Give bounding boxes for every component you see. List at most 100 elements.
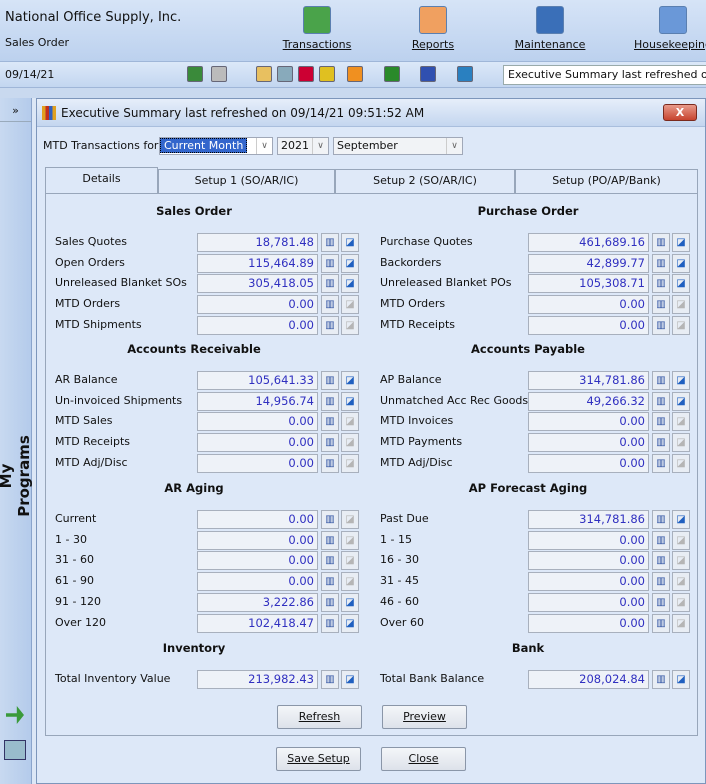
chart-icon[interactable]: ▥ [652,572,670,592]
chart-icon[interactable]: ▥ [321,371,339,390]
row-label: Open Orders [55,255,125,269]
chart-icon[interactable]: ▥ [652,670,670,689]
chart-icon[interactable]: ▥ [652,315,670,335]
chart-icon[interactable]: ▥ [321,412,339,432]
sidebar-title[interactable]: My Programs [0,435,33,517]
chart-icon[interactable]: ▥ [321,315,339,335]
chart-icon[interactable] [298,66,314,82]
close-button[interactable]: Close [381,747,466,771]
arrow-icon[interactable] [6,706,24,724]
drilldown-icon[interactable]: ◪ [672,233,690,252]
folder-icon[interactable] [256,66,272,82]
chart-icon[interactable]: ▥ [652,391,670,411]
sidebar-expand-button[interactable]: » [0,100,31,122]
drilldown-icon: ◪ [341,412,359,432]
row-label: MTD Receipts [55,435,130,449]
menu-transactions[interactable]: Transactions [272,6,362,51]
drilldown-icon[interactable]: ◪ [672,510,690,529]
close-icon[interactable]: X [663,104,697,121]
reports-icon [419,6,447,34]
chart-icon[interactable]: ▥ [652,510,670,529]
menu-maintenance[interactable]: Maintenance [505,6,595,51]
chart-icon[interactable]: ▥ [652,253,670,273]
calculator-icon[interactable] [277,66,293,82]
chevron-down-icon[interactable]: ∨ [256,138,272,154]
chart-icon[interactable]: ▥ [321,233,339,252]
dialog-title-bar: Executive Summary last refreshed on 09/1… [37,99,705,127]
chevron-down-icon[interactable]: ∨ [312,138,328,154]
chart-icon[interactable]: ▥ [321,572,339,592]
chart-icon[interactable]: ▥ [652,412,670,432]
chart-icon[interactable]: ▥ [652,233,670,252]
preview-button[interactable]: Preview [382,705,467,729]
globe-icon[interactable] [457,66,473,82]
chart-icon[interactable]: ▥ [652,592,670,612]
chart-icon[interactable]: ▥ [321,551,339,571]
tab-setup-1[interactable]: Setup 1 (SO/AR/IC) [158,169,335,193]
save-setup-button[interactable]: Save Setup [276,747,361,771]
drilldown-icon[interactable]: ◪ [672,371,690,390]
period-select[interactable]: Current Month ∨ [159,137,273,155]
drilldown-icon[interactable]: ◪ [341,233,359,252]
tab-details[interactable]: Details [45,167,158,193]
chart-icon[interactable]: ▥ [321,253,339,273]
menu-housekeeping[interactable]: Housekeeping [628,6,706,51]
chart-icon[interactable]: ▥ [652,530,670,550]
chart-icon[interactable]: ▥ [652,295,670,315]
chart-icon[interactable]: ▥ [321,274,339,294]
drilldown-icon[interactable]: ◪ [341,253,359,273]
chart-icon[interactable]: ▥ [321,670,339,689]
drilldown-icon[interactable]: ◪ [341,592,359,612]
month-select[interactable]: September ∨ [333,137,463,155]
row-label: MTD Adj/Disc [380,455,453,469]
drilldown-icon[interactable]: ◪ [341,670,359,689]
row-label: Backorders [380,255,442,269]
tab-setup-2[interactable]: Setup 2 (SO/AR/IC) [335,169,515,193]
chart-icon[interactable]: ▥ [652,433,670,453]
chart-icon[interactable]: ▥ [321,613,339,633]
chart-icon[interactable]: ▥ [321,453,339,473]
printer-icon[interactable] [211,66,227,82]
drilldown-icon[interactable]: ◪ [672,253,690,273]
drilldown-icon[interactable]: ◪ [672,670,690,689]
drilldown-icon[interactable]: ◪ [672,274,690,294]
row-label: MTD Shipments [55,317,142,331]
drilldown-icon: ◪ [672,592,690,612]
refresh-button[interactable]: Refresh [277,705,362,729]
outlook-icon[interactable] [347,66,363,82]
chart-icon[interactable]: ▥ [321,391,339,411]
chart-icon[interactable]: ▥ [321,530,339,550]
menu-label: Reports [411,38,455,51]
chart-icon[interactable]: ▥ [652,274,670,294]
chart-icon[interactable]: ▥ [652,551,670,571]
chart-icon[interactable]: ▥ [652,453,670,473]
chevron-down-icon[interactable]: ∨ [446,138,462,154]
programs-icon[interactable] [4,740,26,760]
drilldown-icon: ◪ [672,551,690,571]
row-value: 42,899.77 [528,253,649,273]
chart-icon[interactable]: ▥ [321,295,339,315]
row-label: AR Balance [55,373,118,386]
chart-icon[interactable]: ▥ [321,433,339,453]
year-select[interactable]: 2021 ∨ [277,137,329,155]
drilldown-icon[interactable]: ◪ [341,391,359,411]
excel-icon[interactable] [384,66,400,82]
drilldown-icon[interactable]: ◪ [672,391,690,411]
users-icon[interactable] [187,66,203,82]
row-label: 91 - 120 [55,594,101,608]
chart-icon[interactable]: ▥ [652,371,670,390]
chart-icon[interactable]: ▥ [321,510,339,529]
row-value: 0.00 [197,315,318,335]
chart-icon[interactable]: ▥ [652,613,670,633]
tab-setup-po[interactable]: Setup (PO/AP/Bank) [515,169,698,193]
row-label: Unreleased Blanket SOs [55,276,187,290]
crystal-icon[interactable] [319,66,335,82]
drilldown-icon[interactable]: ◪ [341,371,359,390]
row-label: Un-invoiced Shipments [55,393,183,407]
row-value: 0.00 [528,453,649,473]
word-icon[interactable] [420,66,436,82]
menu-reports[interactable]: Reports [388,6,478,51]
drilldown-icon[interactable]: ◪ [341,613,359,633]
drilldown-icon[interactable]: ◪ [341,274,359,294]
chart-icon[interactable]: ▥ [321,592,339,612]
